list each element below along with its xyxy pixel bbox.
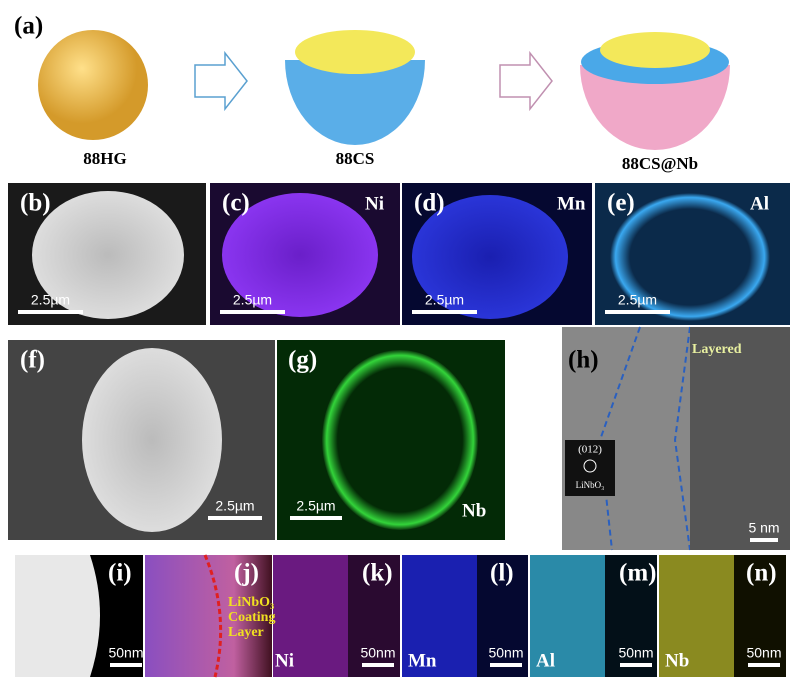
element-label: Ni <box>275 650 294 671</box>
coating <box>580 65 730 150</box>
scale-label: 2.5µm <box>233 292 272 308</box>
particle <box>610 193 770 321</box>
annotation: Coating <box>228 610 275 625</box>
arrow <box>194 50 248 112</box>
core-top <box>295 30 415 74</box>
inset-index: (012) <box>578 444 602 456</box>
particle <box>322 350 478 530</box>
panel-label: (m) <box>619 560 656 587</box>
element-label: Mn <box>557 193 586 214</box>
panel-label: (f) <box>20 347 45 374</box>
element-label: Ni <box>365 193 384 214</box>
element-label: Al <box>750 193 769 214</box>
scale-label: 50nm <box>488 645 523 661</box>
diffraction <box>583 459 597 473</box>
caption: 88HG <box>83 149 126 168</box>
scale-label: 50nm <box>618 645 653 661</box>
particle <box>659 555 734 677</box>
particle <box>82 348 222 532</box>
particle <box>273 555 348 677</box>
particle <box>32 191 184 319</box>
panel-label: (k) <box>362 560 393 587</box>
caption: 88CS <box>336 149 375 168</box>
scale-label: 2.5µm <box>618 292 657 308</box>
scale-label: 50nm <box>746 645 781 661</box>
arrow <box>499 50 553 112</box>
panel-label: (a) <box>14 13 43 40</box>
panel-label: (i) <box>108 560 132 587</box>
element-label: Nb <box>665 650 689 671</box>
shell <box>285 60 425 145</box>
panel-label: (d) <box>414 190 445 217</box>
panel-label: (b) <box>20 190 51 217</box>
panel-label: (l) <box>490 560 514 587</box>
element-label: Al <box>536 650 555 671</box>
boundary <box>598 326 691 551</box>
inset <box>565 440 615 496</box>
scale-label: 5 nm <box>748 520 779 536</box>
scale-label: 2.5µm <box>215 498 254 514</box>
particle <box>15 555 100 677</box>
scale-label: 2.5µm <box>425 292 464 308</box>
annotation: Layer <box>228 625 264 640</box>
image <box>145 555 272 677</box>
particle-88hg <box>38 30 148 140</box>
element-label: Nb <box>462 500 486 521</box>
particle <box>412 195 568 319</box>
annotation: LiNbO₃ <box>228 595 274 610</box>
caption: 88CS@Nb <box>622 154 698 173</box>
particle <box>222 193 378 317</box>
inset-phase: LiNbO₃ <box>576 480 605 490</box>
core-top <box>600 32 710 68</box>
region-label: Layered <box>692 342 742 357</box>
layered-region <box>690 327 790 550</box>
particle <box>530 555 605 677</box>
element-label: Mn <box>408 650 437 671</box>
scale-label: 50nm <box>108 645 143 661</box>
scale-label: 2.5µm <box>31 292 70 308</box>
panel-label: (e) <box>607 190 635 217</box>
scale-label: 2.5µm <box>296 498 335 514</box>
panel-label: (n) <box>746 560 777 587</box>
particle <box>402 555 477 677</box>
scale-label: 50nm <box>360 645 395 661</box>
panel-label: (h) <box>568 347 599 374</box>
panel-label: (g) <box>288 347 317 374</box>
panel-label: (c) <box>222 190 250 217</box>
panel-label: (j) <box>234 560 259 587</box>
